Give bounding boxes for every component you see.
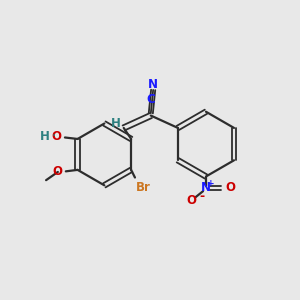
Text: C: C <box>146 93 155 106</box>
Text: -: - <box>199 190 204 203</box>
Text: H: H <box>110 117 120 130</box>
Text: O: O <box>52 165 62 178</box>
Text: N: N <box>148 77 158 91</box>
Text: H: H <box>40 130 50 143</box>
Text: ·: · <box>52 129 56 143</box>
Text: O: O <box>186 194 196 207</box>
Text: O: O <box>226 181 236 194</box>
Text: +: + <box>206 179 214 188</box>
Text: O: O <box>51 130 62 143</box>
Text: N: N <box>201 181 211 194</box>
Text: Br: Br <box>136 181 150 194</box>
